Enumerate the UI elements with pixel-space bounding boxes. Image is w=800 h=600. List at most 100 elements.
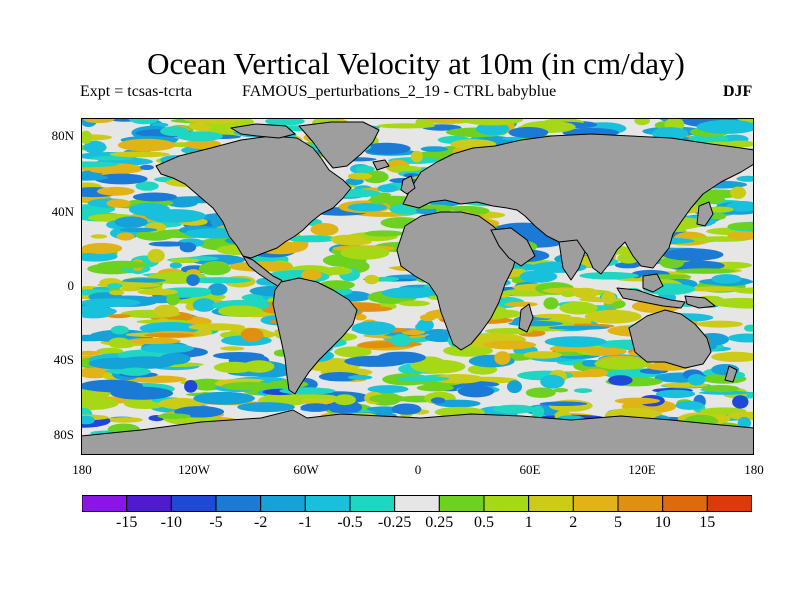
velocity-patch [702,385,740,393]
velocity-patch [301,269,322,281]
velocity-patch [494,351,511,365]
velocity-patch [483,340,537,350]
velocity-patch [651,127,689,141]
velocity-patch [321,266,353,275]
velocity-patch [696,119,754,134]
velocity-patch [468,207,490,215]
velocity-patch [523,351,562,359]
velocity-patch [157,413,191,420]
velocity-patch [430,397,446,404]
velocity-patch [114,216,148,228]
velocity-patch [508,320,564,327]
velocity-patch [433,374,484,384]
velocity-patch [81,305,117,317]
india [558,239,586,281]
colorbar-label: -0.25 [378,514,412,531]
velocity-patch [147,248,165,263]
colorbar-box [662,495,708,512]
north-america [155,135,352,259]
velocity-patch [116,232,135,241]
velocity-patch [391,403,422,415]
velocity-patch [96,347,124,355]
velocity-patch [94,173,148,185]
lat-label: 40N [51,204,74,219]
velocity-patch [279,387,336,395]
map-frame [81,118,754,455]
velocity-patch [265,118,305,126]
land-masses [81,121,754,455]
madagascar [518,303,534,333]
velocity-patch [614,397,661,405]
velocity-patch [109,290,125,296]
velocity-patch [434,399,481,408]
velocity-patch [177,131,223,142]
lon-label: 120E [628,462,656,477]
velocity-patch [135,181,159,191]
velocity-patch [328,400,363,415]
antarctica [81,409,754,455]
velocity-patch [540,374,565,389]
velocity-patch [415,322,431,331]
south-america [272,277,358,395]
velocity-patch [125,337,181,345]
velocity-patch [561,291,576,298]
velocity-patch [81,246,101,254]
velocity-patch [687,374,706,386]
velocity-patch [727,333,754,343]
velocity-patch [369,394,405,404]
velocity-patch [88,165,137,174]
velocity-patch [508,127,549,138]
velocity-patch [110,325,129,335]
velocity-patch [169,262,182,269]
velocity-patch [744,324,754,332]
velocity-patch [153,304,179,318]
velocity-patch [388,165,422,172]
velocity-patch [310,223,339,236]
velocity-patch [663,248,724,261]
velocity-patch [351,321,396,335]
lat-label: 80N [51,128,74,143]
velocity-patch [81,161,119,168]
new-zealand [724,365,738,383]
velocity-patch [129,375,187,383]
british-isles [400,175,416,195]
velocity-patch [608,375,633,386]
velocity-patch [364,274,380,285]
velocity-patch [730,186,747,199]
arctic-islands [230,123,296,139]
velocity-patch [726,201,754,212]
velocity-patch [390,334,412,347]
velocity-patch [119,367,151,376]
velocity-patch [188,323,245,331]
colorbar-box [349,495,396,512]
colorbar-label: -15 [116,514,138,531]
velocity-patch [696,320,744,328]
lat-label: 80S [53,427,74,442]
velocity-patch [183,118,244,124]
velocity-patch [166,293,180,306]
colorbar-label: 2 [569,514,578,531]
colorbar-label: -0.5 [337,514,363,531]
colorbar-box [483,495,530,512]
experiment-label: Expt = tcsas-tcrta [80,83,193,100]
velocity-patch [457,385,495,398]
velocity-patch [174,287,212,294]
velocity-patch [286,235,339,243]
velocity-patch [376,123,436,129]
velocity-patch [370,194,388,205]
velocity-patch [81,130,93,144]
velocity-patch [81,174,109,181]
velocity-patch [706,206,734,213]
velocity-patch [733,287,754,294]
velocity-patch [519,270,558,283]
velocity-patch [81,298,141,308]
velocity-patch [410,150,423,163]
velocity-patch [148,241,188,247]
velocity-patch [193,391,255,405]
velocity-patch [188,277,252,284]
velocity-patch [117,138,176,152]
velocity-patch [525,387,556,398]
velocity-patch [106,199,131,208]
velocity-patch [90,156,134,161]
velocity-patch [198,261,231,276]
